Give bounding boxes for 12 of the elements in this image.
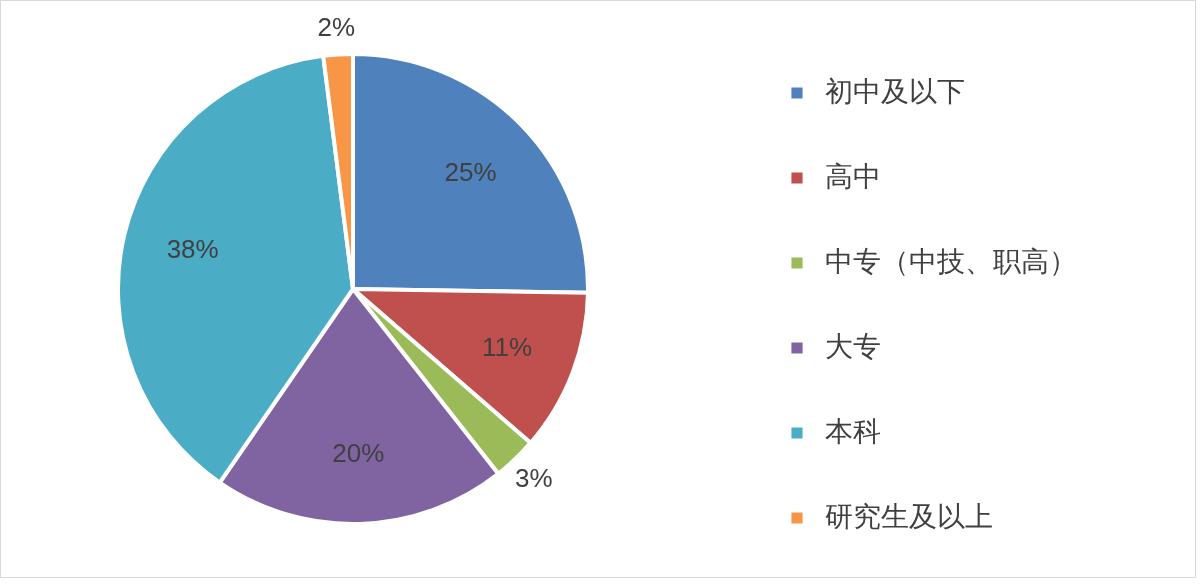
legend-label: 中专（中技、职高） <box>825 245 1077 278</box>
legend-label: 本科 <box>825 415 881 448</box>
data-label: 2% <box>317 11 356 42</box>
data-label: 25% <box>444 157 497 188</box>
legend-label: 研究生及以上 <box>825 500 993 533</box>
data-label: 38% <box>166 234 219 265</box>
data-label: 3% <box>515 462 553 493</box>
legend-label: 高中 <box>825 160 881 193</box>
data-label: 20% <box>332 437 385 468</box>
legend-label: 初中及以下 <box>825 75 965 108</box>
legend-label: 大专 <box>825 330 881 363</box>
data-label: 11% <box>482 331 533 362</box>
